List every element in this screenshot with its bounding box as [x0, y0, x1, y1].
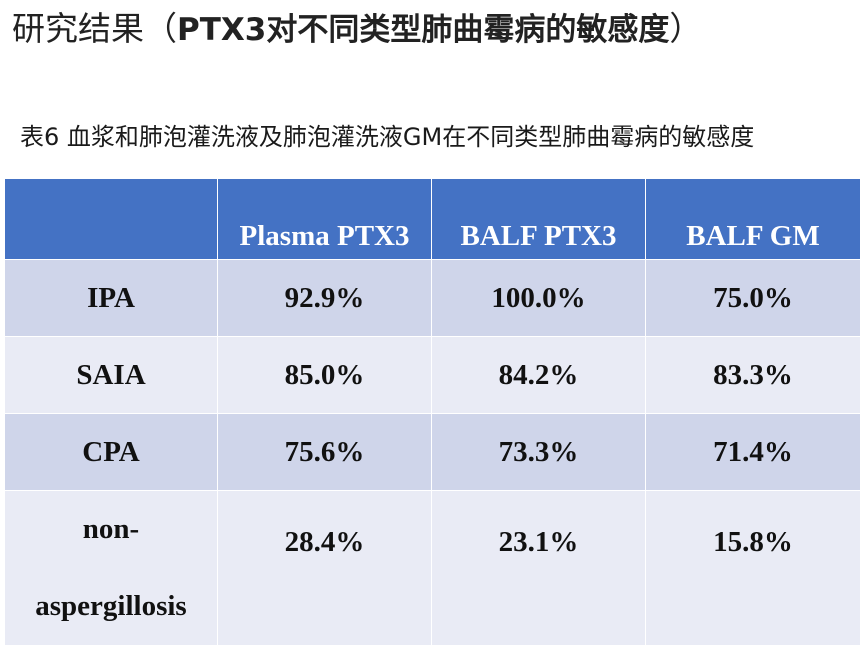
cell-value: 100.0%: [431, 259, 646, 337]
row-label-line-1: non-: [82, 513, 140, 545]
table-row: non-aspergillosis 28.4% 23.1% 15.8%: [4, 490, 861, 646]
row-label-non-aspergillosis: non-aspergillosis: [4, 490, 218, 646]
cell-value: 85.0%: [217, 336, 432, 414]
cell-value: 71.4%: [645, 413, 861, 491]
cell-value: 92.9%: [217, 259, 432, 337]
slide-title-prefix: 研究结果（: [12, 9, 177, 48]
cell-value: 75.6%: [217, 413, 432, 491]
table-header-row: Plasma PTX3 BALF PTX3 BALF GM: [4, 178, 861, 260]
row-label-cpa: CPA: [4, 413, 218, 491]
cell-value: 28.4%: [217, 490, 432, 646]
slide-title-main: PTX3对不同类型肺曲霉病的敏感度: [177, 12, 670, 48]
slide-title-suffix: ）: [669, 9, 703, 48]
table-caption: 表6 血浆和肺泡灌洗液及肺泡灌洗液GM在不同类型肺曲霉病的敏感度: [20, 123, 755, 151]
cell-value: 73.3%: [431, 413, 646, 491]
table-row: CPA 75.6% 73.3% 71.4%: [4, 413, 861, 491]
header-cell-balf-gm: BALF GM: [645, 178, 861, 260]
header-cell-balf-ptx3: BALF PTX3: [431, 178, 646, 260]
header-cell-corner: [4, 178, 218, 260]
cell-value: 75.0%: [645, 259, 861, 337]
cell-value: 84.2%: [431, 336, 646, 414]
sensitivity-table: Plasma PTX3 BALF PTX3 BALF GM IPA 92.9% …: [4, 178, 861, 646]
cell-value: 15.8%: [645, 490, 861, 646]
cell-value: 23.1%: [431, 490, 646, 646]
cell-value: 83.3%: [645, 336, 861, 414]
row-label-line-2: aspergillosis: [35, 590, 187, 622]
header-cell-plasma-ptx3: Plasma PTX3: [217, 178, 432, 260]
table-row: SAIA 85.0% 84.2% 83.3%: [4, 336, 861, 414]
row-label-ipa: IPA: [4, 259, 218, 337]
slide-title: 研究结果（PTX3对不同类型肺曲霉病的敏感度）: [12, 2, 702, 50]
table-row: IPA 92.9% 100.0% 75.0%: [4, 259, 861, 337]
row-label-saia: SAIA: [4, 336, 218, 414]
